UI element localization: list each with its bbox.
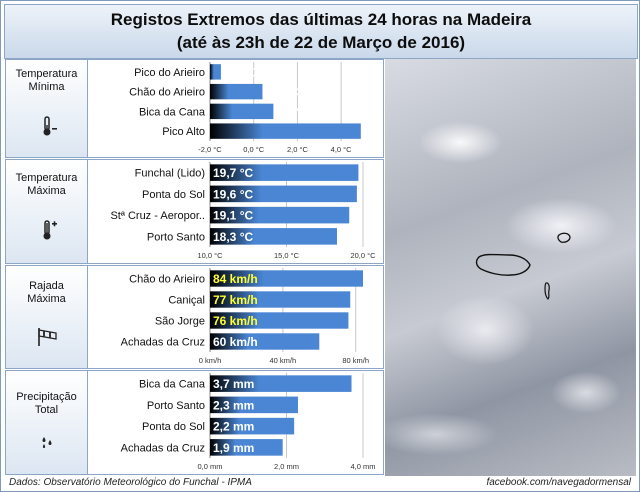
x-tick-label: 0,0 °C xyxy=(243,145,265,154)
x-tick-label: 2,0 mm xyxy=(274,462,299,471)
data-label: 0,4 °C xyxy=(265,85,299,99)
category-label: Pico do Arieiro xyxy=(134,67,205,79)
panel-label-line2: Total xyxy=(34,404,59,416)
min-temp-chart: -2,0 °C 0,0 °C 2,0 °C 4,0 °C Pico do Arieiro… xyxy=(129,62,382,154)
thermometer-low-icon xyxy=(43,116,57,136)
thermometer-high-icon xyxy=(43,220,57,240)
credit-link[interactable]: facebook.com/navegadormensal xyxy=(486,477,631,488)
data-bar xyxy=(210,185,357,203)
max-temp-chart: 10,0 °C 15,0 °C 20,0 °C Funchal (Lido) 19,7 … xyxy=(110,162,376,260)
panel-label-max-temp: Temperatura Máxima xyxy=(6,160,88,263)
data-bar xyxy=(210,228,337,245)
data-label: 19,6 °C xyxy=(213,187,253,201)
category-label: Ponta do Sol xyxy=(142,189,205,201)
category-label: Pico Alto xyxy=(162,126,205,138)
data-label: 19,1 °C xyxy=(213,209,253,223)
panel-label-line2: Mínima xyxy=(28,81,65,93)
data-label: -1,5 °C xyxy=(221,65,259,79)
madeira-islands-outline xyxy=(475,232,571,300)
wind-gust-chart: 0 km/h 40 km/h 80 km/h Chão do Arieiro 84 km… xyxy=(121,268,369,365)
x-tick-label: 4,0 mm xyxy=(350,462,375,471)
data-label: 76 km/h xyxy=(213,314,258,328)
panel-label-line2: Máxima xyxy=(27,185,66,197)
panel-min-temp: Temperatura Mínima -2,0 °C 0,0 °C 2,0 °C 4,… xyxy=(5,59,384,158)
title-line-1: Registos Extremos das últimas 24 horas n… xyxy=(110,10,532,29)
panel-label-line1: Precipitação xyxy=(16,391,77,403)
windsock-icon xyxy=(38,328,57,346)
category-label: São Jorge xyxy=(155,316,205,328)
category-label: Stª Cruz - Aeropor.. xyxy=(110,210,205,222)
data-label: 60 km/h xyxy=(213,335,258,349)
data-label: 2,3 mm xyxy=(213,398,254,412)
data-label: 77 km/h xyxy=(213,293,258,307)
title-line-2: (até às 23h de 22 de Março de 2016) xyxy=(176,33,466,52)
x-tick-label: 0 km/h xyxy=(199,356,222,365)
data-bar xyxy=(210,164,359,181)
x-tick-label: 15,0 °C xyxy=(274,251,300,260)
data-bar xyxy=(210,417,295,435)
panel-label-wind-gust: Rajada Máxima xyxy=(6,266,88,368)
category-label: Chão do Arieiro xyxy=(129,274,205,286)
x-tick-label: 10,0 °C xyxy=(197,251,223,260)
x-tick-label: 0,0 mm xyxy=(197,462,222,471)
data-label: 3,7 mm xyxy=(213,377,254,391)
data-label: 4,9 °C xyxy=(364,125,382,139)
data-bar xyxy=(210,270,363,287)
category-label: Funchal (Lido) xyxy=(135,168,205,180)
data-bar xyxy=(210,333,320,350)
panel-label-line1: Temperatura xyxy=(15,68,78,80)
category-label: Caniçal xyxy=(168,295,205,307)
data-bar xyxy=(210,439,283,456)
raindrops-icon xyxy=(42,437,52,448)
data-bar xyxy=(210,375,352,392)
category-label: Achadas da Cruz xyxy=(121,337,205,349)
data-bar xyxy=(210,83,263,100)
data-bar xyxy=(210,312,349,329)
data-bar xyxy=(210,206,350,224)
data-label: 2,2 mm xyxy=(213,420,254,434)
data-label: 84 km/h xyxy=(213,272,258,286)
panel-max-temp: Temperatura Máxima 10,0 °C 15,0 °C 20,0 °C… xyxy=(5,159,384,264)
category-label: Ponta do Sol xyxy=(142,421,205,433)
precipitation-chart: 0,0 mm 2,0 mm 4,0 mm Bica da Cana 3,7 mm Port… xyxy=(121,373,376,471)
panel-label-line1: Rajada xyxy=(29,280,64,292)
data-bar xyxy=(210,291,351,308)
category-label: Porto Santo xyxy=(147,400,205,412)
data-bar xyxy=(210,103,274,120)
category-label: Porto Santo xyxy=(147,231,205,243)
data-bar xyxy=(210,64,221,80)
data-label: 1,9 mm xyxy=(213,441,254,455)
category-label: Bica da Cana xyxy=(139,379,206,391)
x-tick-label: -2,0 °C xyxy=(198,145,222,154)
data-label: 0,9 °C xyxy=(276,105,310,119)
x-tick-label: 4,0 °C xyxy=(331,145,353,154)
panel-label-line1: Temperatura xyxy=(15,172,78,184)
x-tick-label: 20,0 °C xyxy=(350,251,376,260)
category-label: Chão do Arieiro xyxy=(129,87,205,99)
category-label: Achadas da Cruz xyxy=(121,442,205,454)
category-label: Bica da Cana xyxy=(139,106,206,118)
satellite-image xyxy=(385,59,636,476)
panel-wind-gust: Rajada Máxima 0 km/h 40 km/h 80 km/h Chão d… xyxy=(5,265,384,369)
panel-precipitation: Precipitação Total 0,0 mm 2,0 mm 4,0 mm Bic… xyxy=(5,370,384,475)
panel-label-precipitation: Precipitação Total xyxy=(6,371,88,474)
data-source-note: Dados: Observatório Meteorológico do Fun… xyxy=(9,477,252,488)
data-bar xyxy=(210,396,298,414)
x-tick-label: 40 km/h xyxy=(270,356,297,365)
panel-label-min-temp: Temperatura Mínima xyxy=(6,60,88,157)
panel-label-line2: Máxima xyxy=(27,293,66,305)
data-bar xyxy=(210,123,361,139)
data-label: 18,3 °C xyxy=(213,230,253,244)
x-tick-label: 2,0 °C xyxy=(287,145,309,154)
data-label: 19,7 °C xyxy=(213,166,253,180)
title-banner: Registos Extremos das últimas 24 horas n… xyxy=(4,4,638,59)
x-tick-label: 80 km/h xyxy=(342,356,369,365)
